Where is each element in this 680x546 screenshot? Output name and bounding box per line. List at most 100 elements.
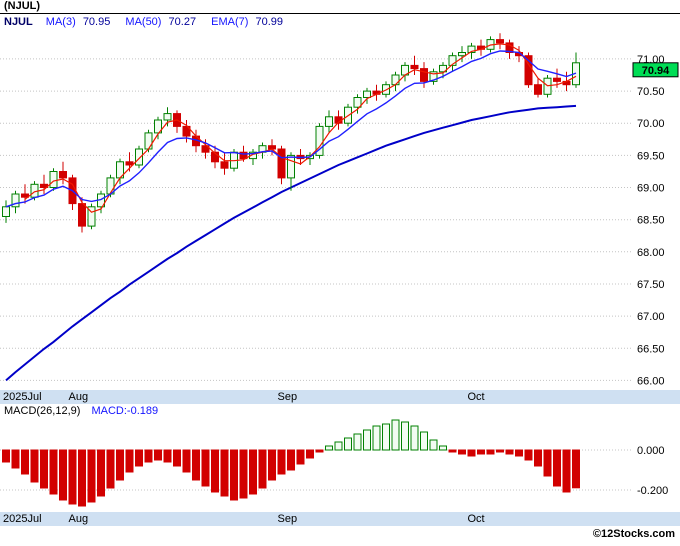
price-chart-panel: 71.00 70.50 70.00 69.50 69.00 68.50 68.00 67.50… — [0, 30, 680, 390]
watermark-link[interactable]: ©12Stocks.com — [592, 528, 675, 540]
macd-xaxis: 2025Jul Aug Sep Oct — [0, 512, 680, 526]
macd-tick-label: 0.000 — [637, 445, 665, 457]
candle — [78, 203, 86, 227]
macd-bar — [125, 449, 134, 473]
macd-bar — [315, 449, 324, 453]
candle — [49, 171, 58, 188]
price-tick-label: 69.50 — [637, 150, 665, 162]
candle — [220, 161, 229, 169]
candle — [87, 206, 96, 227]
candle — [211, 151, 219, 163]
macd-bar — [220, 449, 229, 497]
ema7-label: EMA(7) — [211, 16, 249, 28]
macd-legend: MACD(26,12,9) MACD:-0.189 — [0, 404, 680, 418]
macd-bar — [448, 449, 457, 453]
candle — [325, 116, 333, 127]
macd-bar — [553, 449, 561, 487]
macd-params: MACD(26,12,9) — [4, 405, 81, 417]
macd-bar — [258, 449, 267, 489]
ma3-label: MA(3) — [45, 16, 76, 28]
macd-bar — [49, 449, 58, 495]
candle — [249, 151, 257, 160]
macd-bar — [40, 449, 48, 489]
macd-bar — [135, 449, 143, 467]
candle — [534, 84, 542, 95]
macd-bar — [287, 449, 295, 471]
candle — [239, 151, 248, 160]
candle — [553, 77, 561, 82]
macd-bar — [334, 441, 343, 451]
macd-bar — [505, 449, 514, 455]
xaxis-label: Aug — [68, 513, 89, 525]
candle — [125, 161, 134, 166]
candle — [135, 148, 143, 166]
macd-bar — [2, 449, 10, 463]
macd-bar — [182, 449, 191, 473]
candle — [59, 171, 67, 179]
xaxis-label: Sep — [277, 513, 298, 525]
ma50-value: 70.27 — [168, 16, 197, 28]
macd-bar — [534, 449, 542, 467]
macd-bar — [458, 449, 466, 455]
xaxis-label: 2025Jul — [3, 513, 42, 525]
macd-bar — [439, 445, 447, 451]
candle — [429, 71, 438, 82]
macd-chart-svg: 0.000 -0.200 — [0, 419, 668, 507]
macd-bar — [173, 449, 181, 467]
chart-title: (NJUL) — [0, 0, 680, 14]
ma3-value: 70.95 — [82, 16, 111, 28]
macd-bar — [524, 449, 533, 461]
macd-bar — [372, 425, 381, 451]
macd-bar — [230, 449, 238, 501]
macd-bar — [192, 449, 200, 481]
price-chart-svg: 71.0070.5070.0069.5069.0068.5068.0067.50… — [0, 33, 679, 387]
macd-bar — [562, 449, 571, 493]
candle — [277, 148, 286, 179]
macd-bar — [163, 449, 172, 463]
candle — [182, 125, 191, 137]
macd-bar — [277, 449, 286, 475]
macd-bar — [201, 449, 210, 487]
price-tick-label: 70.50 — [637, 86, 665, 98]
price-xaxis: 2025Jul Aug Sep Oct — [0, 390, 680, 404]
macd-bar — [401, 421, 409, 451]
candle — [391, 74, 400, 86]
macd-bar — [97, 449, 105, 497]
xaxis-label: Oct — [467, 391, 485, 403]
candle — [353, 97, 362, 108]
candle — [458, 52, 466, 57]
candle — [410, 64, 419, 70]
macd-bar — [353, 433, 362, 451]
macd-bar — [144, 449, 153, 463]
macd-value: MACD:-0.189 — [91, 405, 159, 417]
candle — [287, 154, 295, 179]
xaxis-label: 2025Jul — [3, 391, 42, 403]
candle — [363, 90, 371, 98]
macd-bar — [21, 449, 29, 475]
last-price-badge — [632, 62, 679, 78]
macd-bar — [515, 449, 523, 457]
macd-bar — [486, 449, 495, 455]
candle — [11, 193, 20, 208]
xaxis-label: Sep — [277, 391, 298, 403]
macd-bar — [477, 449, 485, 455]
macd-bar — [410, 425, 419, 451]
macd-tick-label: -0.200 — [637, 485, 668, 497]
ema7-line — [5, 50, 577, 208]
price-tick-label: 67.00 — [637, 311, 665, 323]
price-tick-label: 68.50 — [637, 215, 665, 227]
watermark-bar: ©12Stocks.com — [0, 526, 680, 546]
price-tick-label: 66.00 — [637, 375, 665, 387]
macd-bar — [268, 449, 276, 481]
macd-bar — [11, 449, 20, 469]
candle — [163, 113, 172, 121]
macd-bar — [543, 449, 552, 477]
candle — [448, 55, 457, 66]
candle — [420, 68, 428, 82]
ma3-line — [24, 43, 577, 213]
macd-bar — [78, 449, 86, 507]
macd-bar — [420, 431, 428, 451]
candle — [2, 206, 10, 218]
candle — [505, 42, 514, 53]
